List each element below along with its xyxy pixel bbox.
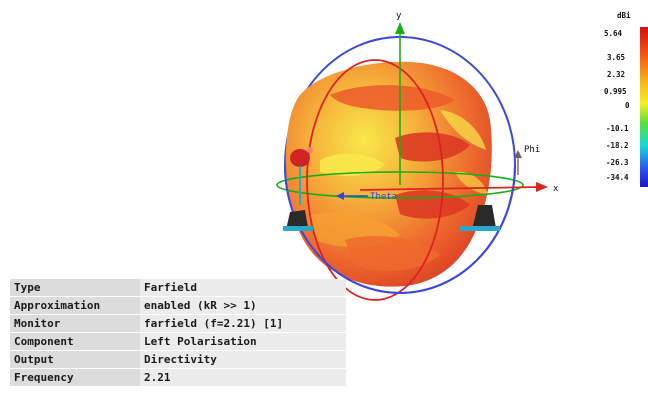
antenna-plate-left-base [283, 226, 313, 231]
info-row-component: Component Left Polarisation [10, 333, 346, 350]
legend-tick: 2.32 [607, 70, 626, 79]
info-value: enabled (kR >> 1) [140, 297, 346, 314]
info-row-monitor: Monitor farfield (f=2.21) [1] [10, 315, 346, 332]
info-row-approximation: Approximation enabled (kR >> 1) [10, 297, 346, 314]
info-key: Component [10, 333, 140, 350]
info-key: Output [10, 351, 140, 368]
pattern-band [455, 171, 488, 195]
info-key: Type [10, 279, 140, 296]
info-key: Approximation [10, 297, 140, 314]
antenna-feed [290, 149, 310, 167]
info-row-type: Type Farfield [10, 279, 346, 296]
farfield-info-table: Type Farfield Approximation enabled (kR … [10, 278, 346, 387]
pattern-band [395, 132, 470, 162]
info-row-frequency: Frequency 2.21 [10, 369, 346, 386]
legend-tick: 3.65 [607, 53, 626, 62]
pattern-band [345, 236, 440, 272]
theta-label: Theta [370, 192, 397, 202]
info-value: Farfield [140, 279, 346, 296]
info-value: Left Polarisation [140, 333, 346, 350]
colorbar [640, 27, 648, 187]
legend-tick: -18.2 [606, 141, 629, 150]
y-axis-arrow [395, 22, 405, 34]
pattern-band [440, 110, 486, 150]
legend-tick: -10.1 [606, 124, 629, 133]
x-axis-label: x [553, 184, 559, 194]
antenna-plate-left [286, 210, 308, 230]
antenna-feed-tip [307, 147, 313, 153]
phi-arrowhead [514, 150, 522, 158]
antenna-plate-right [472, 205, 496, 230]
x-axis [359, 186, 541, 191]
legend-tick: 0.995 [604, 87, 627, 96]
legend-tick: 0 [625, 101, 630, 110]
legend-unit: dBi [617, 11, 631, 20]
phi-label: Phi [524, 145, 540, 155]
x-axis-arrow [536, 182, 548, 192]
legend-tick: -34.4 [606, 173, 629, 182]
red-meridian-ring [306, 59, 444, 301]
legend-tick: 5.64 [604, 29, 623, 38]
pattern-band [330, 85, 455, 111]
legend-tick: -26.3 [606, 158, 629, 167]
info-key: Monitor [10, 315, 140, 332]
info-value: Directivity [140, 351, 346, 368]
info-row-output: Output Directivity [10, 351, 346, 368]
pattern-band [320, 153, 385, 176]
info-value: 2.21 [140, 369, 346, 386]
info-key: Frequency [10, 369, 140, 386]
theta-arrowhead [336, 192, 344, 200]
antenna-plate-right-base [460, 226, 500, 231]
y-axis-label: y [396, 11, 402, 21]
info-value: farfield (f=2.21) [1] [140, 315, 346, 332]
